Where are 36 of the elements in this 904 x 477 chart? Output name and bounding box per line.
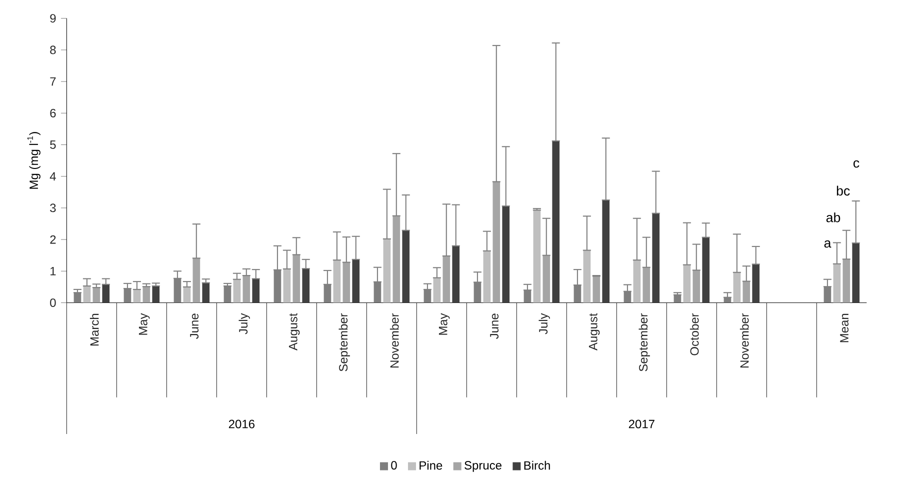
legend-label: Birch (524, 460, 550, 470)
x-tick-label: September (638, 313, 650, 372)
x-tick-label: May (138, 313, 150, 335)
x-tick-label: June (490, 314, 499, 339)
annotation: c (853, 160, 860, 168)
x-tick-label: March (90, 314, 99, 346)
y-tick-label: 5 (50, 140, 56, 149)
y-tick-label: 1 (50, 266, 56, 276)
y-tick-label: 6 (50, 108, 56, 118)
y-tick-label: 2 (50, 235, 56, 244)
y-tick-label: 9 (50, 14, 56, 23)
text: 2016 (228, 420, 254, 428)
x-tick-label: October (690, 313, 699, 356)
x-tick-label: July (238, 313, 250, 334)
y-tick-label: 3 (50, 204, 56, 212)
y-tick-label: 8 (50, 46, 56, 54)
x-tick-label: November (390, 313, 399, 368)
legend-label: 0 (391, 461, 397, 470)
y-tick-label: 4 (50, 172, 56, 180)
annotation: ab (826, 212, 840, 222)
x-tick-label: Mean (840, 314, 849, 342)
x-tick-label: June (190, 314, 199, 339)
x-tick-label: May (438, 313, 450, 335)
y-tick-label: 0 (50, 298, 56, 307)
annotation: bc (836, 186, 850, 196)
y-axis-title: Mg (mg l$^{-1}$) (27, 132, 40, 189)
x-tick-label: August (288, 313, 300, 350)
text: 2017 (628, 420, 654, 428)
legend-label: Pine (420, 460, 442, 470)
y-tick-label: 7 (50, 77, 56, 86)
x-tick-label: August (588, 313, 600, 350)
x-tick-label: September (338, 313, 350, 372)
legend-label: Spruce (464, 461, 502, 472)
x-tick-label: July (538, 313, 550, 334)
x-tick-label: November (740, 313, 749, 368)
annotation: a (824, 240, 832, 248)
